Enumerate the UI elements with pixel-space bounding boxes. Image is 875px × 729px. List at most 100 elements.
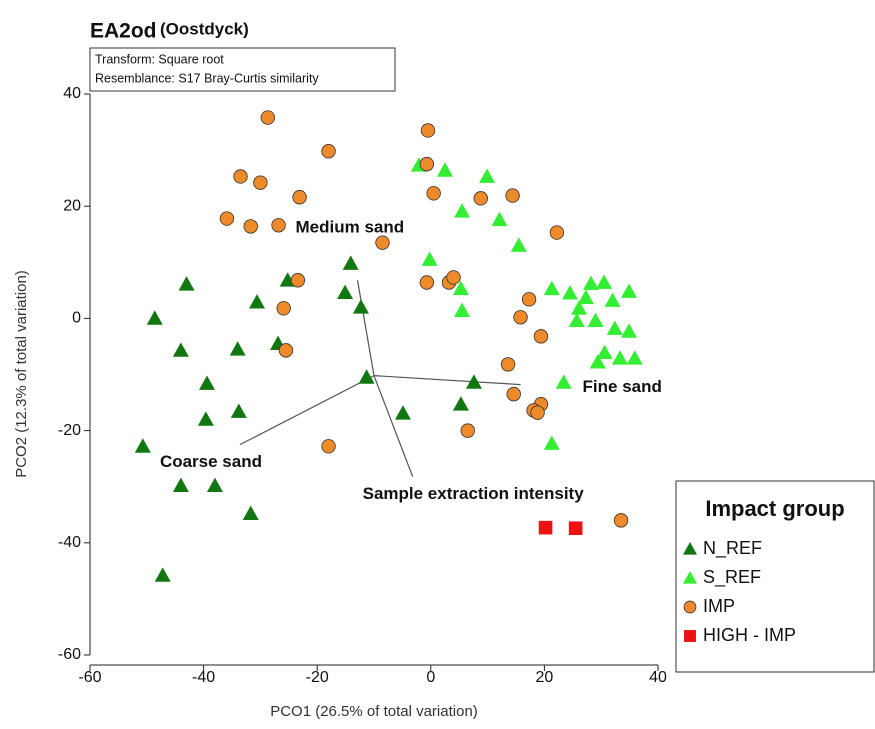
point [419, 156, 435, 172]
point [452, 396, 469, 411]
x-tick-label: 20 [536, 669, 554, 686]
legend-marker [683, 571, 697, 584]
point [505, 188, 520, 203]
chart-title: EA2od [90, 20, 157, 43]
info-box [89, 47, 396, 92]
vector [373, 375, 414, 477]
point [587, 312, 604, 328]
point [172, 477, 189, 492]
point [197, 411, 214, 426]
y-axis-label: PCO2 (12.3% of total variation) [13, 270, 30, 478]
vector-label: Medium sand [296, 218, 405, 237]
point [243, 219, 258, 234]
point [568, 521, 583, 536]
point [473, 191, 488, 206]
y-tick-label: 20 [63, 197, 81, 214]
legend-marker [683, 600, 697, 614]
point [533, 329, 549, 344]
y-tick-label: -20 [58, 422, 81, 439]
legend-box [675, 480, 875, 673]
point [561, 285, 578, 300]
vector-label: Sample extraction intensity [363, 484, 585, 503]
y-tick-label: -40 [58, 534, 81, 551]
point [178, 276, 195, 291]
point [352, 299, 369, 314]
point [454, 302, 471, 317]
point [626, 350, 643, 365]
point [248, 294, 265, 309]
point [199, 375, 216, 390]
point [549, 225, 565, 240]
point [426, 186, 441, 201]
point [452, 280, 469, 296]
point [500, 357, 516, 372]
point [460, 423, 475, 438]
info-text: Transform: Square root [95, 52, 224, 66]
point [543, 435, 560, 450]
point [154, 567, 171, 582]
x-tick-label: -60 [78, 669, 101, 686]
point [242, 505, 259, 521]
legend-label: HIGH - IMP [703, 625, 796, 645]
point [521, 292, 537, 307]
legend-title: Impact group [705, 496, 844, 521]
vector-label: Coarse sand [160, 452, 262, 471]
point [358, 369, 375, 384]
point [506, 386, 521, 402]
y-tick-label: -60 [58, 646, 81, 663]
point [321, 439, 336, 454]
point [437, 162, 453, 177]
point [394, 405, 411, 420]
vector [239, 375, 375, 446]
point [510, 237, 527, 252]
point [172, 342, 189, 357]
point [253, 175, 268, 190]
point [491, 211, 508, 227]
point [465, 374, 482, 389]
point [321, 144, 336, 159]
legend-label: IMP [703, 596, 735, 616]
point [611, 350, 628, 365]
point [206, 477, 223, 492]
point [419, 275, 435, 290]
point [219, 211, 235, 226]
point [596, 344, 613, 360]
y-tick-label: 0 [72, 310, 81, 327]
point [290, 273, 306, 288]
point [582, 275, 599, 291]
point [479, 168, 496, 183]
point [260, 110, 275, 125]
point [446, 270, 461, 285]
point [276, 301, 291, 316]
legend-label: S_REF [703, 567, 761, 588]
point [604, 292, 621, 307]
x-axis-label: PCO1 (26.5% of total variation) [270, 703, 478, 720]
point [420, 123, 436, 138]
point [571, 300, 588, 315]
point [589, 354, 606, 369]
y-tick-label: 40 [63, 85, 81, 102]
point [146, 310, 163, 325]
point [271, 218, 286, 233]
x-tick-label: -20 [306, 669, 329, 686]
point [292, 190, 307, 205]
vector [373, 375, 521, 386]
point [621, 323, 638, 338]
point [577, 289, 594, 305]
x-tick-label: -40 [192, 669, 215, 686]
x-tick-label: 40 [649, 669, 667, 686]
info-text: Resemblance: S17 Bray-Curtis similarity [95, 71, 319, 85]
point [621, 283, 638, 298]
point [421, 251, 438, 266]
point [538, 520, 553, 535]
legend-label: N_REF [703, 538, 762, 559]
point [596, 274, 613, 289]
point [375, 235, 390, 250]
point [233, 169, 248, 184]
x-tick-label: 0 [426, 669, 435, 686]
point [454, 203, 471, 218]
legend-marker [683, 542, 697, 555]
point [134, 438, 151, 453]
